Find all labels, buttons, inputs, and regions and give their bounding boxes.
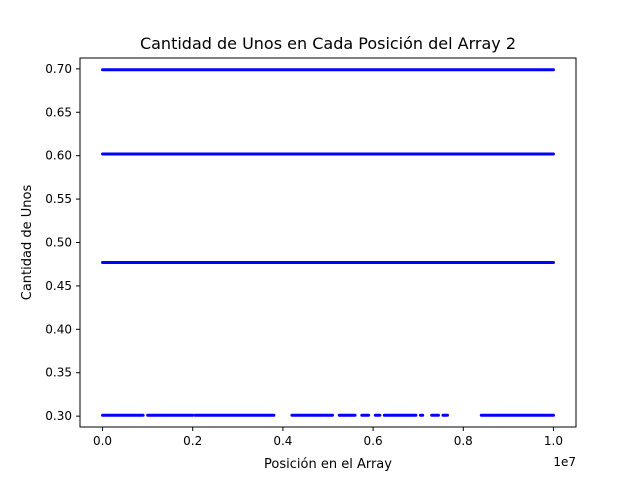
y-tick-label: 0.45 [45, 279, 72, 293]
y-tick-label: 0.40 [45, 322, 72, 336]
y-tick-label: 0.60 [45, 149, 72, 163]
y-tick-label: 0.35 [45, 366, 72, 380]
y-tick-label: 0.55 [45, 192, 72, 206]
y-tick-label: 0.50 [45, 236, 72, 250]
x-axis: 0.0 0.2 0.4 0.6 0.8 1.0 [93, 427, 563, 448]
x-axis-label: Posición en el Array [264, 457, 392, 472]
y-tick-label: 0.70 [45, 62, 72, 76]
data-layer [101, 68, 555, 417]
x-axis-offset-label: 1e7 [553, 455, 576, 469]
x-tick-label: 0.8 [454, 434, 473, 448]
plot-area [79, 57, 577, 428]
y-tick-label: 0.30 [45, 409, 72, 423]
chart-title: Cantidad de Unos en Cada Posición del Ar… [140, 34, 516, 53]
x-tick-label: 0.6 [364, 434, 383, 448]
plot-background [80, 58, 576, 427]
x-tick-label: 0.2 [183, 434, 202, 448]
y-axis: 0.30 0.35 0.40 0.45 0.50 0.55 0.60 0.65 0.70 [45, 62, 80, 423]
x-tick-label: 0.0 [93, 434, 112, 448]
x-tick-label: 0.4 [273, 434, 292, 448]
y-axis-label: Cantidad de Unos [20, 185, 35, 301]
y-tick-label: 0.65 [45, 105, 72, 119]
x-tick-label: 1.0 [544, 434, 563, 448]
